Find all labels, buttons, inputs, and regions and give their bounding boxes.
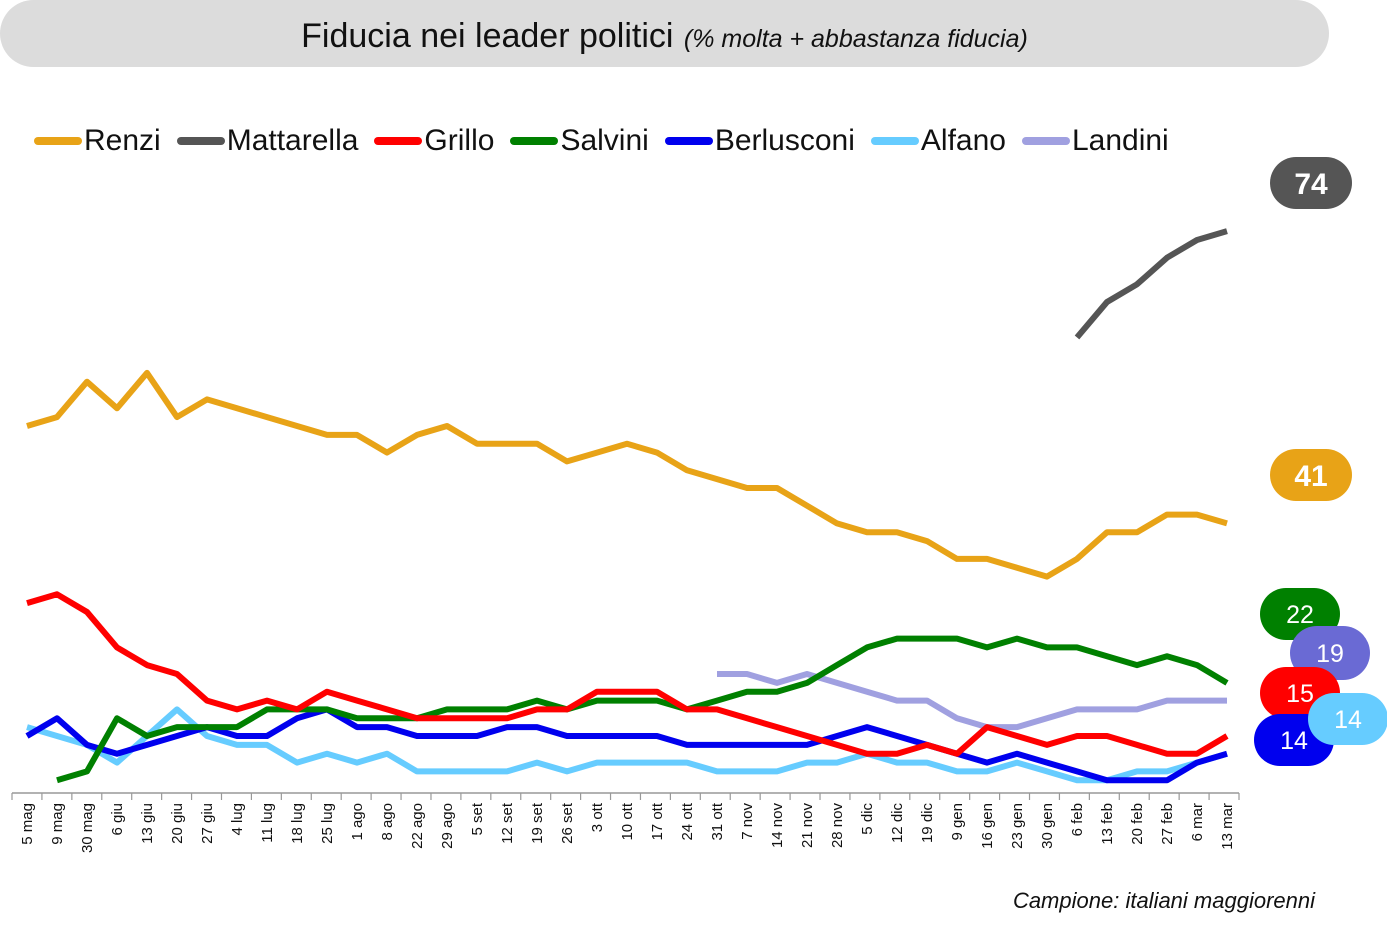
series-line-mattarella (1074, 228, 1228, 340)
x-tick-label: 12 set (499, 802, 516, 844)
legend-item-salvini: Salvini (510, 124, 660, 158)
x-tick-label: 9 gen (949, 803, 966, 841)
end-label-mattarella: 74 (1294, 168, 1328, 201)
x-tick-label: 26 set (559, 802, 576, 844)
legend-label-mattarella: Mattarella (226, 124, 359, 157)
chart-subtitle: (% molta + abbastanza fiducia) (683, 25, 1028, 53)
legend-swatch-salvini (510, 137, 559, 145)
series-line-salvini (56, 635, 1229, 784)
series-line-landini (717, 671, 1227, 731)
x-tick-label: 13 mar (1219, 803, 1236, 850)
x-tick-label: 17 ott (649, 802, 666, 840)
x-tick-label: 8 ago (379, 803, 396, 841)
x-tick-label: 5 dic (859, 803, 876, 835)
legend-label-alfano: Alfano (920, 124, 1006, 157)
x-tick-label: 24 ott (679, 802, 696, 840)
x-tick-label: 18 lug (289, 803, 306, 844)
x-tick-label: 12 dic (889, 803, 906, 844)
x-tick-label: 6 feb (1069, 803, 1086, 836)
x-tick-label: 27 feb (1159, 803, 1176, 845)
legend-label-renzi: Renzi (84, 124, 161, 157)
end-label-berlusconi: 14 (1280, 727, 1308, 755)
x-tick-label: 4 lug (229, 803, 246, 836)
source-note: Campione: italiani maggiorenni (1012, 888, 1315, 913)
end-label-alfano: 14 (1334, 706, 1362, 734)
x-tick-label: 6 mar (1189, 803, 1206, 841)
end-label-renzi: 41 (1294, 460, 1327, 493)
legend-swatch-grillo (374, 137, 423, 145)
legend-item-grillo: Grillo (374, 124, 506, 158)
x-tick-label: 19 dic (919, 803, 936, 844)
end-label-badge-alfano (1308, 693, 1387, 745)
chart-legend: Renzi Mattarella Grillo Salvini Berlusconi Al… (34, 124, 1185, 168)
series-line-grillo (26, 591, 1229, 757)
legend-label-berlusconi: Berlusconi (714, 124, 855, 157)
x-tick-label: 30 gen (1039, 803, 1056, 849)
x-tick-label: 5 mag (19, 803, 36, 845)
x-tick-label: 29 ago (439, 803, 456, 849)
x-tick-label: 11 lug (259, 803, 276, 843)
x-tick-label: 3 ott (589, 802, 606, 832)
x-tick-label: 20 feb (1129, 803, 1146, 845)
series-line-berlusconi (25, 706, 1228, 784)
x-tick-label: 10 ott (619, 802, 636, 840)
legend-swatch-alfano (870, 137, 919, 145)
end-label-salvini: 22 (1286, 601, 1314, 629)
legend-swatch-berlusconi (664, 137, 713, 145)
x-tick-label: 13 feb (1099, 803, 1116, 845)
x-tick-label: 31 ott (709, 802, 726, 840)
legend-label-landini: Landini (1071, 124, 1169, 157)
end-label-badge-landini (1290, 626, 1370, 680)
chart-title: Fiducia nei leader politici (301, 17, 674, 55)
legend-swatch-renzi (34, 137, 82, 145)
legend-item-mattarella: Mattarella (176, 124, 371, 158)
legend-swatch-mattarella (176, 137, 225, 145)
x-tick-label: 27 giu (199, 803, 216, 844)
end-label-grillo: 15 (1286, 680, 1314, 708)
x-tick-label: 21 nov (799, 803, 816, 849)
chart-title-bar: Fiducia nei leader politici (% molta + a… (0, 0, 1329, 67)
x-tick-label: 9 mag (49, 803, 66, 845)
x-tick-label: 30 mag (79, 803, 96, 853)
x-tick-label: 20 giu (169, 803, 186, 844)
x-tick-label: 1 ago (349, 803, 366, 841)
x-tick-label: 22 ago (409, 803, 426, 849)
legend-item-berlusconi: Berlusconi (664, 124, 867, 158)
x-tick-label: 6 giu (109, 803, 126, 836)
legend-label-grillo: Grillo (424, 124, 495, 157)
legend-item-alfano: Alfano (870, 124, 1018, 158)
x-tick-label: 19 set (529, 802, 546, 844)
end-label-badge-renzi (1270, 449, 1352, 501)
x-tick-label: 7 nov (739, 803, 756, 840)
x-tick-label: 13 giu (139, 803, 156, 844)
x-tick-label: 23 gen (1009, 803, 1026, 849)
end-label-landini: 19 (1316, 640, 1344, 668)
x-tick-label: 16 gen (979, 803, 996, 849)
legend-item-landini: Landini (1021, 124, 1181, 158)
legend-item-renzi: Renzi (34, 124, 173, 158)
series-line-renzi (26, 369, 1228, 580)
series-line-alfano (26, 706, 1228, 784)
x-tick-label: 5 set (469, 802, 486, 835)
legend-swatch-landini (1021, 137, 1070, 145)
x-tick-label: 25 lug (319, 803, 336, 844)
x-tick-label: 28 nov (829, 803, 846, 849)
x-tick-label: 14 nov (769, 803, 786, 849)
end-label-badge-mattarella (1270, 157, 1352, 209)
legend-label-salvini: Salvini (560, 124, 649, 157)
